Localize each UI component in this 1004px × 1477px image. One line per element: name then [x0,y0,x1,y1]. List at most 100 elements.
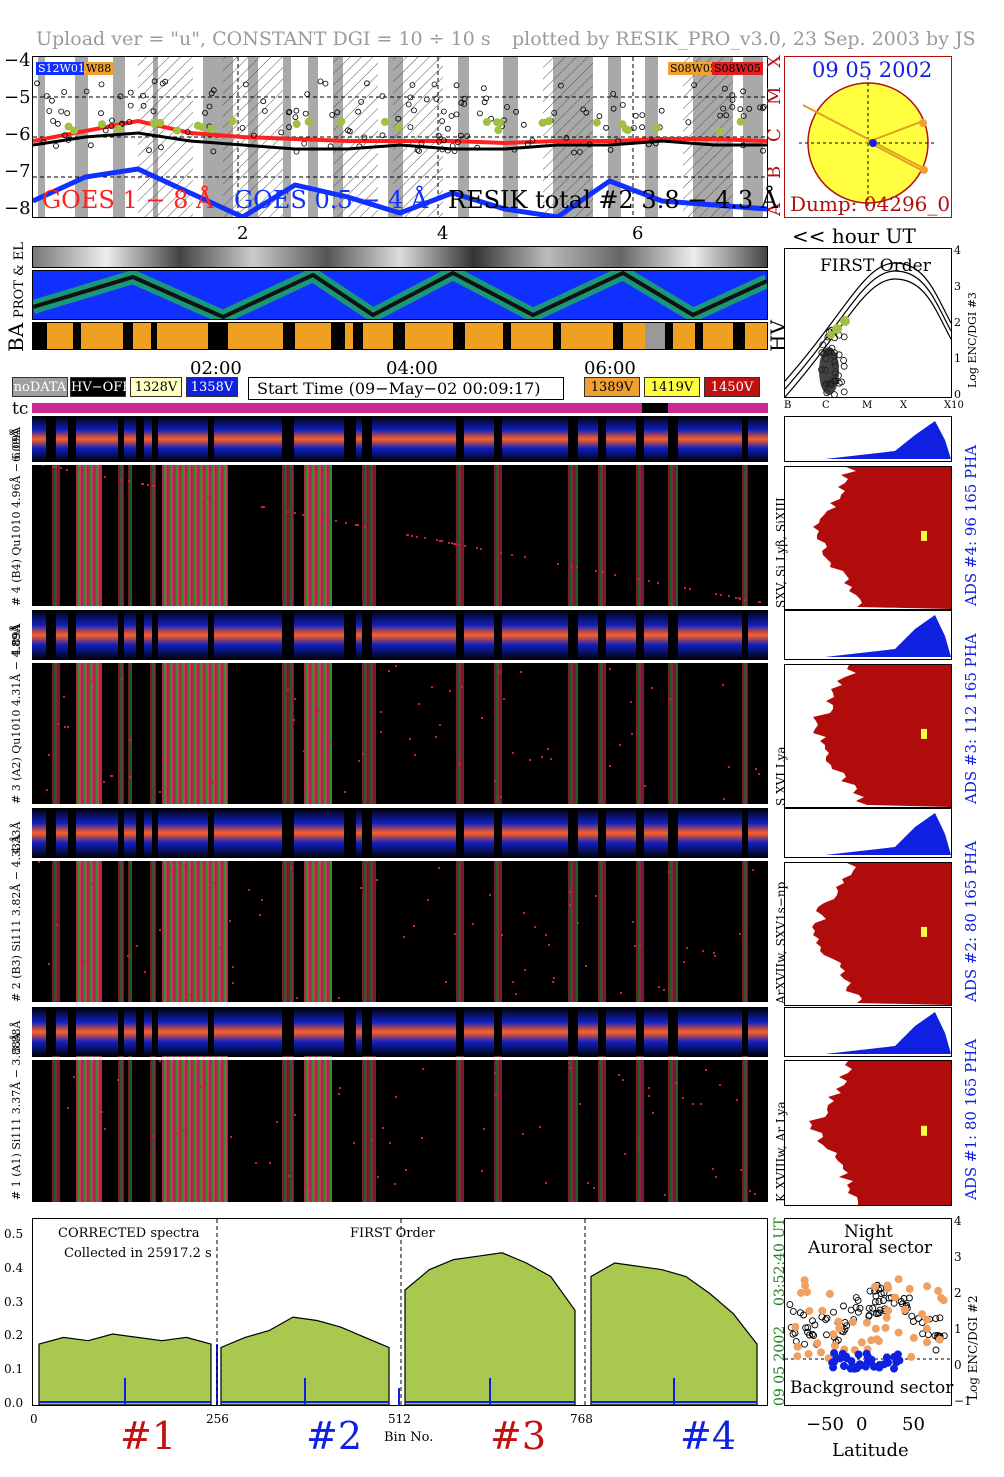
resik-point [658,107,665,114]
spectra-speck [345,522,347,524]
spectra-band [118,462,124,606]
spectra-speck [614,574,616,576]
resik-point [61,132,68,139]
sun-dump: Dump: 04296_0 [790,192,951,216]
resik-high-point [716,127,725,136]
spectra-speck [609,765,611,767]
lat-y-tick: 3 [954,1250,962,1264]
lat-title1: Night [844,1222,893,1242]
lat-point [830,1308,837,1316]
resik-point [98,110,104,117]
pha-gap [362,1007,372,1057]
spectra-speck [658,986,660,988]
resik-point [301,140,308,147]
resik-point [126,119,133,125]
resik-point [524,141,531,148]
spectra-speck [458,544,460,546]
spectra-band [362,858,376,1002]
lat-point [843,1322,851,1330]
ads-label: ADS #1: 80 165 PHA [962,1038,980,1200]
spectra-speck [439,724,441,726]
spectrum-note2: Collected in 25917.2 s [64,1246,212,1261]
resik-point [740,88,746,95]
spectra-band [636,462,644,606]
lat-aurora-point [862,1318,871,1327]
legend-resik: RESIK total #2 3.8 − 4.3 Å [448,186,779,214]
lat-aurora-point [791,1322,800,1331]
resik-point [453,82,460,89]
spectra-image-1 [32,1056,768,1202]
spectra-image-3 [32,660,768,804]
resik-high-point [70,126,79,135]
spectra-band [598,1056,606,1202]
resik-point [48,97,55,104]
spectra-speck [323,518,325,520]
tag-right-1: S08W05 [668,62,719,75]
spectra-band [76,858,102,1002]
first-order-ylabel: Log ENC/DGI #3 [966,292,979,388]
spectra-speck [100,671,102,673]
line-id-label: S XVI Lya [774,746,788,807]
resik-high-point [207,125,216,133]
spectra-band [304,462,332,606]
spectra-speck [714,955,716,957]
pha-strip-4 [32,416,768,462]
spectra-speck [461,686,463,688]
lat-aurora-point [923,1315,931,1324]
resik-point [158,144,164,151]
goes-x-tick: 4 [437,223,449,244]
pha-histogram-svg [825,615,951,657]
bottom-y-tick: 0.2 [4,1328,24,1343]
resik-point [615,138,621,144]
resik-point [127,89,134,96]
spectra-speck [480,548,482,550]
spectra-speck [579,1103,581,1105]
resik-point [610,91,617,97]
spectra-speck [413,925,415,927]
spectra-band [150,858,156,1002]
spectra-speck [585,965,587,967]
resik-point [83,88,90,95]
pha-gap [494,610,502,660]
lat-y-tick: 0 [954,1358,962,1372]
spectra-speck [42,464,44,466]
resik-point [202,110,208,116]
lat-point [856,1304,864,1312]
spectra-band [668,858,678,1002]
spectra-speck [464,545,466,547]
resik-point [119,120,125,127]
spectra-speck [175,1132,177,1134]
lat-aurora-point [894,1328,903,1337]
resik-point [278,129,285,136]
goes-series-2 [33,131,767,151]
spectra-speck [190,682,192,684]
resik-point [395,115,402,122]
resik-high-point [114,124,123,133]
lat-aurora-point [872,1335,881,1344]
spectra-speck [207,1193,209,1195]
resik-point [358,99,365,105]
spectra-speck [366,860,368,862]
pha-histogram-svg [825,1012,951,1054]
resik-point [210,148,217,155]
spectra-speck [316,1127,318,1129]
lat-bottom: Background sector [790,1378,954,1398]
spectra-speck [305,785,307,787]
spectra-speck [619,744,621,746]
resik-point [444,125,451,132]
spectra-speck [529,759,531,761]
pha-gap [344,808,356,858]
pha-histogram-4 [784,416,952,462]
ba-nodata [645,323,665,349]
resik-high-point [336,118,345,127]
spectra-image-4 [32,462,768,606]
spectra-speck [411,535,413,537]
pha-histogram-shape [825,813,951,855]
pha-gap [68,808,76,858]
lat-y-tick: 1 [954,1322,962,1336]
pha-histogram-svg [825,813,951,855]
resik-point [58,108,65,115]
lat-point [876,1306,884,1314]
pha-gap [362,808,372,858]
lat-title2: Auroral sector [808,1238,933,1258]
